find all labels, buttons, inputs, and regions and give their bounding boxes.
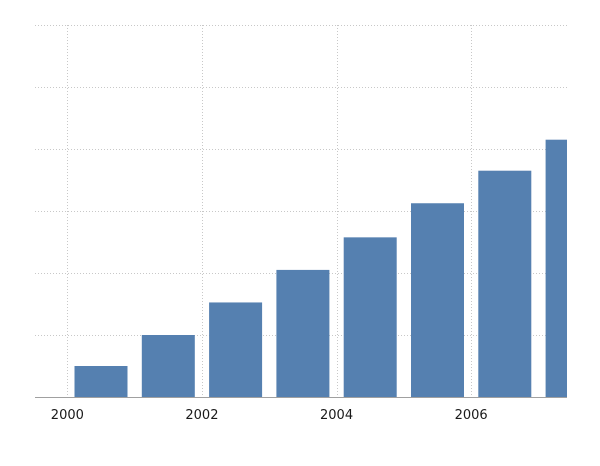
x-tick-label-2004: 2004: [320, 408, 353, 423]
bar-2001: [141, 335, 195, 397]
grid-lines: [35, 25, 567, 397]
bar-2005: [411, 203, 464, 397]
bar-2007: [545, 139, 567, 397]
x-tick-label-2006: 2006: [455, 408, 488, 423]
x-tick-label-2000: 2000: [51, 408, 84, 423]
x-tick-labels: 2000 2002 2004 2006: [51, 408, 488, 423]
bar-2004: [343, 237, 397, 397]
bar-2006: [478, 170, 532, 397]
bar-2002: [209, 302, 263, 397]
x-tick-label-2002: 2002: [185, 408, 218, 423]
bar-2000: [74, 366, 128, 397]
bars: [74, 139, 567, 397]
bar-2003: [276, 269, 330, 397]
